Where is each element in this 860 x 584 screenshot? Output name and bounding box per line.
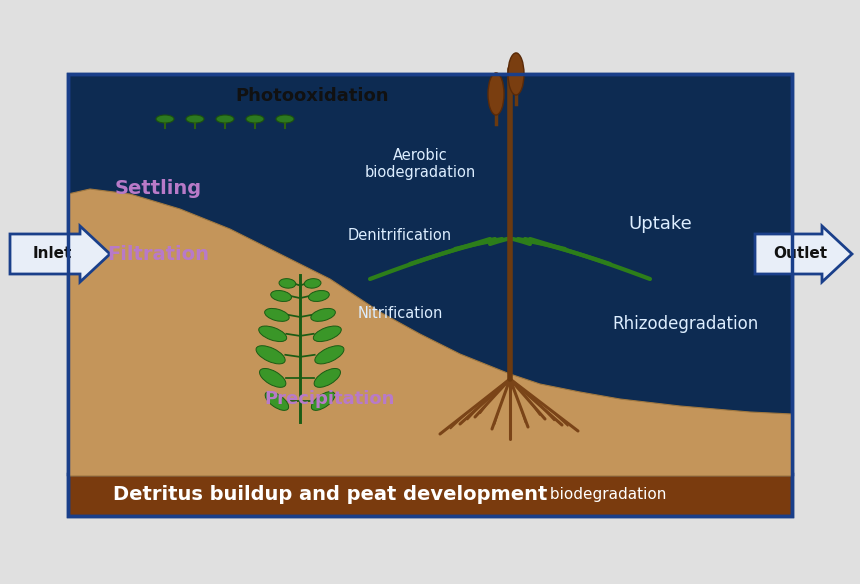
Ellipse shape [314, 369, 341, 387]
Ellipse shape [311, 392, 335, 411]
Text: biodegradation: biodegradation [545, 488, 666, 502]
Ellipse shape [256, 346, 286, 364]
Ellipse shape [309, 290, 329, 301]
Ellipse shape [156, 115, 174, 123]
Ellipse shape [259, 326, 286, 342]
Ellipse shape [265, 308, 289, 321]
Ellipse shape [313, 326, 341, 342]
Text: Precipitation: Precipitation [265, 390, 396, 408]
Ellipse shape [304, 279, 321, 288]
Ellipse shape [310, 308, 335, 321]
Ellipse shape [279, 279, 296, 288]
Text: Inlet: Inlet [33, 246, 71, 262]
Ellipse shape [216, 115, 234, 123]
Ellipse shape [488, 73, 504, 115]
Text: Filtration: Filtration [107, 245, 209, 263]
Text: Photooxidation: Photooxidation [235, 87, 389, 105]
Ellipse shape [276, 115, 294, 123]
Ellipse shape [260, 369, 286, 387]
Text: Detritus buildup and peat development: Detritus buildup and peat development [113, 485, 547, 505]
Text: Aerobic
biodegradation: Aerobic biodegradation [365, 148, 476, 180]
Polygon shape [68, 189, 792, 476]
Text: Uptake: Uptake [628, 215, 692, 233]
Polygon shape [755, 226, 852, 282]
Bar [68, 74, 792, 516]
Ellipse shape [508, 53, 524, 95]
Ellipse shape [271, 290, 292, 301]
Ellipse shape [246, 115, 264, 123]
Ellipse shape [315, 346, 344, 364]
Ellipse shape [186, 115, 204, 123]
Bar [68, 474, 792, 516]
Text: Denitrification: Denitrification [348, 228, 452, 244]
Polygon shape [10, 226, 110, 282]
Bar [68, 74, 792, 474]
Ellipse shape [265, 392, 289, 411]
Text: Outlet: Outlet [773, 246, 827, 262]
Text: Settling: Settling [114, 179, 201, 199]
Text: Nitrification: Nitrification [357, 307, 443, 322]
Text: Rhizodegradation: Rhizodegradation [611, 315, 759, 333]
